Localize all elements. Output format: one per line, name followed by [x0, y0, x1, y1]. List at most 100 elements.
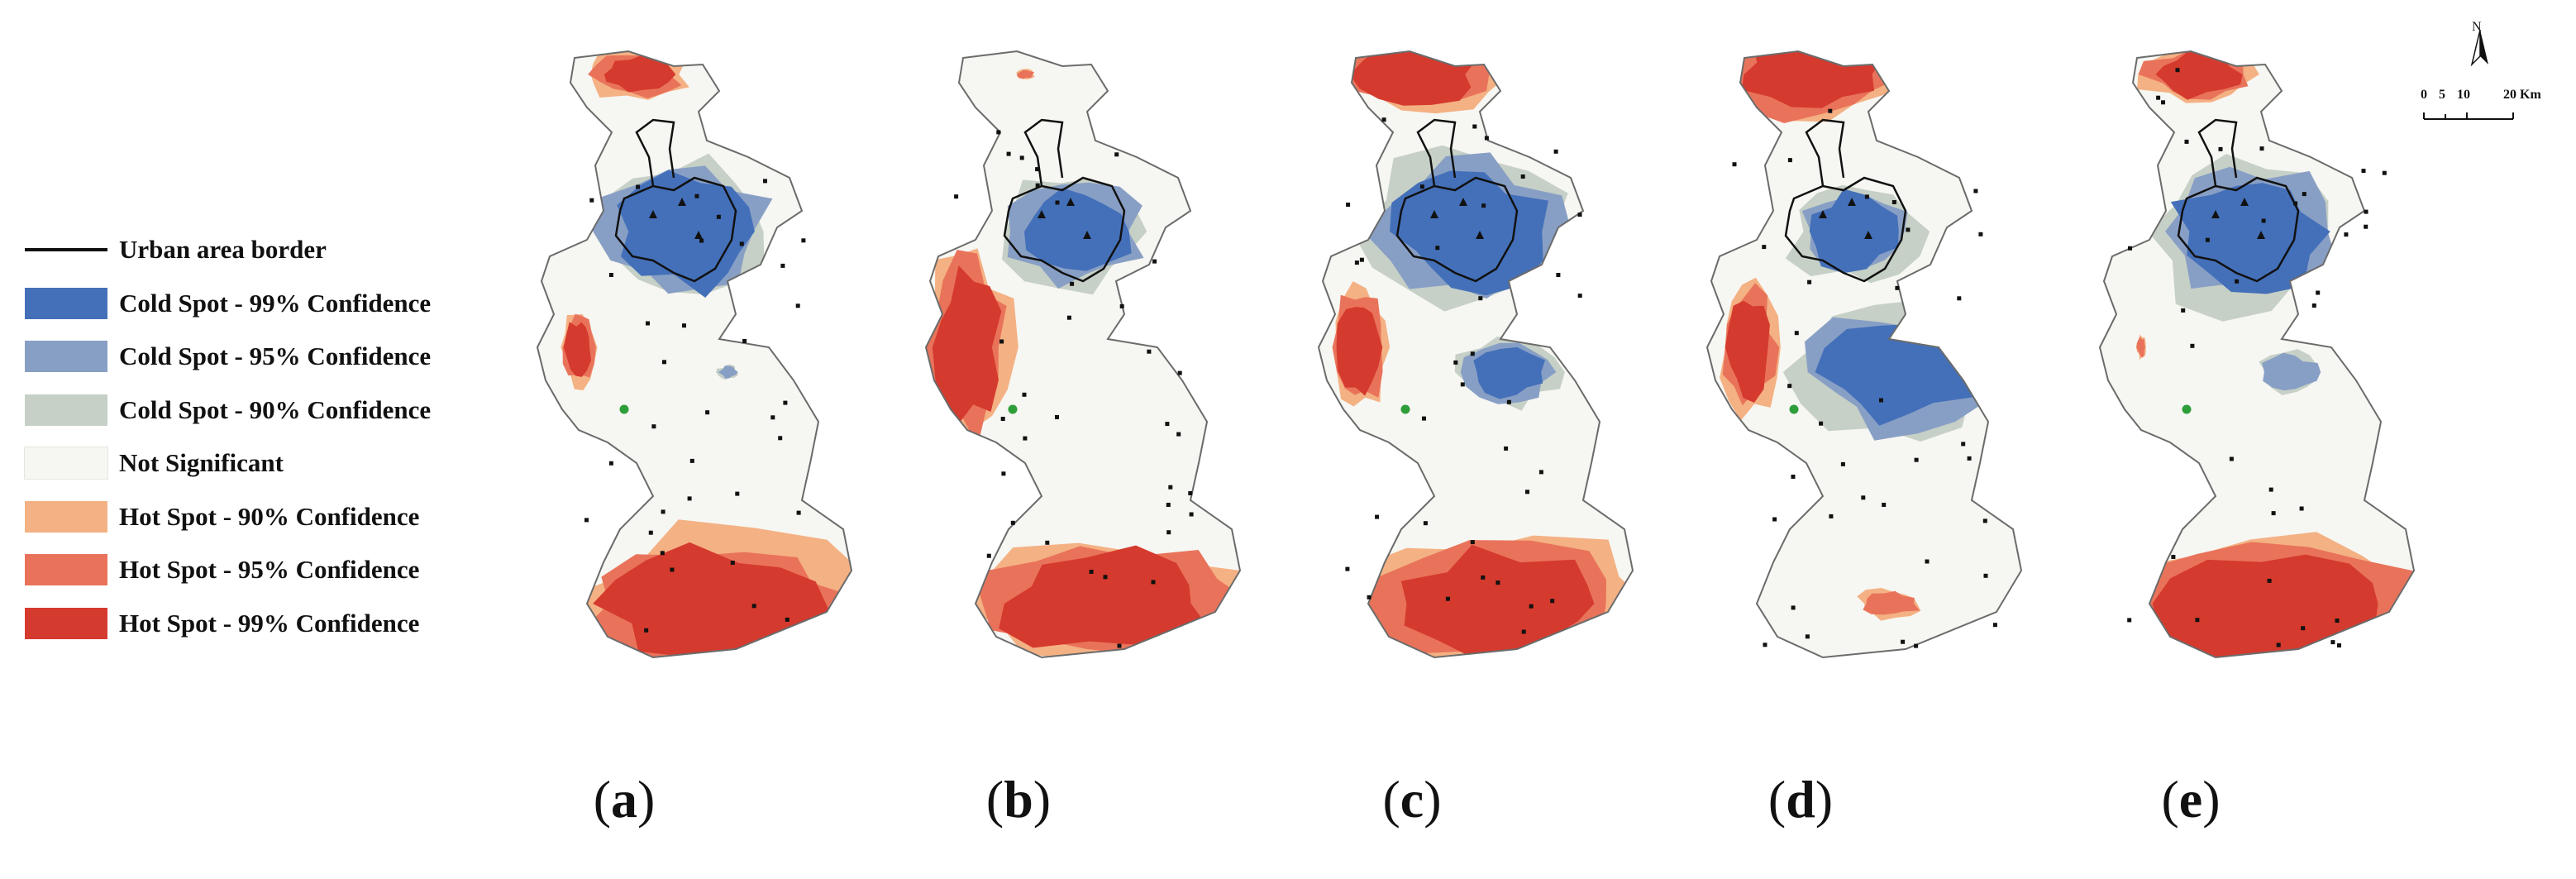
sample-point	[2205, 237, 2210, 242]
sample-point	[2293, 201, 2298, 206]
legend-swatch	[25, 394, 107, 426]
hotspot-map-e	[2098, 50, 2416, 659]
sample-point	[1045, 540, 1050, 545]
sample-point	[1957, 296, 1962, 301]
sample-point	[1359, 257, 1364, 262]
sample-point	[1978, 232, 1983, 236]
legend-swatch	[24, 447, 108, 480]
legend-swatch	[25, 287, 107, 319]
sample-point	[1419, 184, 1424, 189]
monitoring-site	[1864, 231, 1872, 239]
sample-point	[1992, 623, 1997, 628]
sample-point	[682, 323, 686, 328]
cold-spot-99	[1809, 189, 1899, 274]
cold-spot-99	[2170, 183, 2330, 294]
legend-swatch	[25, 500, 107, 533]
sample-point	[751, 604, 756, 609]
sample-point	[1914, 643, 1919, 648]
sample-point	[699, 238, 704, 243]
sample-point	[1367, 595, 1371, 600]
region-area	[926, 51, 1240, 657]
sample-point	[1762, 245, 1767, 250]
hot-spot-99	[2155, 51, 2243, 100]
sample-point	[2235, 279, 2240, 284]
sample-point	[1794, 331, 1799, 336]
panel-label-c: (c)	[1382, 770, 1442, 829]
sample-point	[796, 510, 801, 515]
sample-point	[1166, 503, 1171, 507]
sample-point	[1484, 136, 1489, 141]
sample-point	[1577, 294, 1582, 299]
station-marker	[619, 404, 629, 414]
sample-point	[1504, 446, 1509, 451]
region-outline	[924, 50, 1242, 659]
sample-point	[2181, 308, 2186, 313]
sample-point	[1520, 174, 1525, 179]
monitoring-site	[678, 198, 686, 206]
sample-point	[1445, 596, 1450, 601]
legend-label: Cold Spot - 99% Confidence	[119, 288, 432, 318]
north-arrow-icon	[2470, 29, 2488, 67]
scale-tick-20: 20 Km	[2503, 88, 2541, 102]
sample-point	[783, 400, 788, 405]
sample-point	[1914, 457, 1919, 462]
sample-point	[1472, 124, 1477, 129]
panel-label-a: (a)	[593, 770, 656, 829]
sample-point	[1189, 512, 1194, 517]
legend-label: Not Significant	[119, 448, 284, 478]
sample-point	[1906, 227, 1911, 232]
sample-point	[1529, 604, 1534, 609]
sample-point	[1556, 273, 1561, 277]
sample-point	[1470, 540, 1475, 545]
sample-point	[1787, 158, 1792, 163]
sample-point	[1435, 246, 1440, 251]
hot-spot-99	[1400, 544, 1595, 657]
map-panel-e	[2092, 33, 2455, 678]
sample-point	[2302, 192, 2306, 197]
panel-label-b: (b)	[985, 770, 1052, 829]
hot-spot-99	[603, 53, 676, 93]
sample-point	[2127, 618, 2132, 623]
sample-point	[1895, 285, 1900, 290]
sample-point	[1022, 392, 1027, 397]
sample-point	[1481, 203, 1486, 208]
legend-label: Urban area border	[119, 235, 327, 265]
sample-point	[1010, 520, 1015, 525]
map-legend: Urban area border Cold Spot - 99% Confide…	[24, 223, 537, 650]
legend-swatch	[25, 341, 107, 373]
sample-point	[670, 567, 675, 572]
region-outline	[1317, 50, 1634, 659]
map-panel-b	[918, 33, 1281, 678]
cold-spot-95	[2262, 352, 2321, 391]
sample-point	[2259, 146, 2264, 151]
station-marker	[1008, 404, 1018, 414]
sample-point	[584, 518, 589, 523]
station-marker	[2182, 404, 2192, 414]
scale-tick-10: 10	[2457, 88, 2470, 102]
sample-point	[1055, 415, 1059, 419]
station-marker	[1400, 404, 1410, 414]
sample-point	[1168, 485, 1173, 490]
cold-spot-95	[718, 365, 738, 379]
sample-point	[1787, 384, 1792, 389]
region-outline	[536, 50, 853, 659]
sample-point	[1345, 566, 1350, 571]
sample-point	[954, 194, 959, 199]
sample-point	[1035, 183, 1040, 188]
panel-letter: e	[2178, 770, 2203, 829]
scale-bar: 0 5 10 20 Km	[2421, 83, 2561, 132]
sample-point	[1346, 203, 1351, 207]
sample-point	[1807, 279, 1812, 284]
sample-point	[1019, 155, 1024, 160]
map-panel-d	[1699, 33, 2063, 678]
sample-point	[1521, 629, 1526, 634]
sample-point	[996, 130, 1001, 135]
legend-label: Cold Spot - 95% Confidence	[119, 342, 432, 371]
panel-letter: a	[611, 770, 637, 829]
legend-label: Hot Spot - 95% Confidence	[119, 555, 420, 585]
sample-point	[651, 424, 656, 429]
hot-spot-99	[563, 322, 591, 377]
hotspot-map-a	[536, 50, 853, 659]
panel-label-d: (d)	[1767, 770, 1834, 829]
sample-point	[2344, 232, 2349, 237]
